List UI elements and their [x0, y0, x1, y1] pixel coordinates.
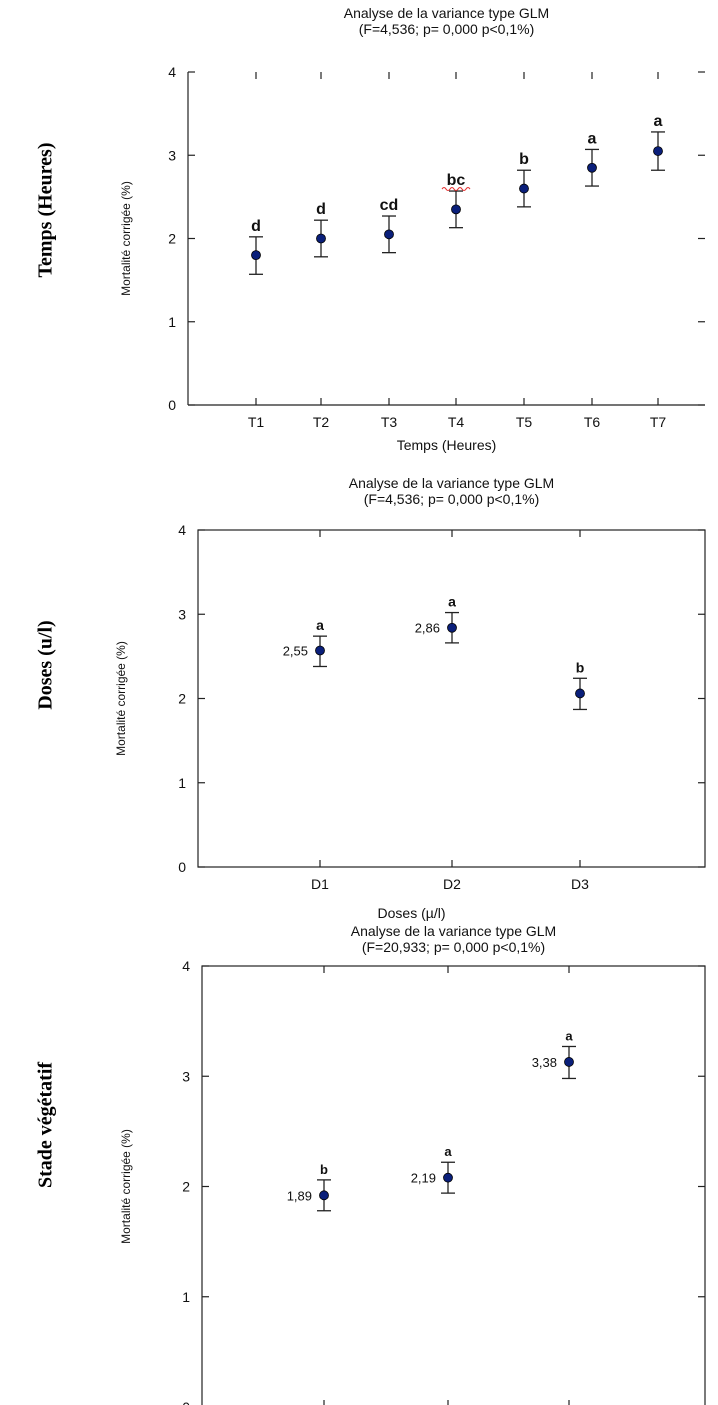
y-tick-label: 0	[168, 397, 176, 413]
chart-stade: Analyse de la variance type GLM(F=20,933…	[119, 923, 706, 1405]
plot-frame	[197, 529, 706, 868]
chart-subtitle: (F=4,536; p= 0,000 p<0,1%)	[359, 21, 535, 37]
chart-subtitle: (F=20,933; p= 0,000 p<0,1%)	[362, 939, 545, 955]
significance-letter: b	[519, 151, 529, 168]
data-label: 1,89	[287, 1188, 312, 1203]
x-tick-label: T3	[381, 414, 398, 430]
data-label: 2,19	[411, 1171, 436, 1186]
y-axis-label: Mortalité corrigée (%)	[119, 181, 133, 296]
chart-title: Analyse de la variance type GLM	[344, 5, 549, 21]
chart-title: Analyse de la variance type GLM	[349, 475, 554, 491]
data-point	[447, 622, 457, 633]
data-label: 3,38	[532, 1055, 557, 1070]
significance-letter: a	[448, 594, 456, 610]
y-tick-label: 1	[182, 1289, 190, 1305]
data-label: 2,86	[415, 621, 440, 636]
data-label: 2,55	[283, 643, 308, 658]
data-point	[587, 162, 597, 173]
plot-frame	[201, 965, 706, 1405]
data-point	[384, 229, 394, 240]
y-axis-label: Mortalité corrigée (%)	[114, 641, 128, 756]
data-point	[653, 146, 663, 156]
x-tick-label: T4	[448, 414, 465, 430]
chart-title: Analyse de la variance type GLM	[351, 923, 556, 939]
x-axis-label: Temps (Heures)	[397, 437, 497, 453]
significance-letter: a	[316, 617, 324, 633]
y-tick-label: 4	[168, 64, 176, 80]
x-axis-label: Doses (µ/l)	[378, 905, 446, 921]
y-tick-label: 3	[182, 1068, 190, 1084]
y-tick-label: 1	[168, 314, 176, 330]
data-point	[451, 204, 461, 215]
significance-letter: a	[654, 113, 663, 130]
x-tick-label: D1	[311, 876, 329, 892]
chart-doses: Analyse de la variance type GLM(F=4,536;…	[114, 475, 706, 921]
data-point	[575, 688, 585, 699]
significance-letter: d	[251, 218, 261, 235]
significance-letter: a	[565, 1028, 573, 1043]
y-tick-label: 0	[178, 859, 186, 875]
x-tick-label: T2	[313, 414, 330, 430]
x-tick-label: D2	[443, 876, 461, 892]
data-point	[315, 645, 325, 656]
x-tick-label: T5	[516, 414, 533, 430]
chart-temps: Analyse de la variance type GLM(F=4,536;…	[119, 5, 705, 453]
y-tick-label: 3	[178, 606, 186, 622]
x-tick-label: D3	[571, 876, 589, 892]
y-axis-label: Mortalité corrigée (%)	[119, 1129, 133, 1244]
data-point	[319, 1190, 329, 1201]
significance-letter: cd	[380, 197, 399, 214]
data-point	[251, 250, 261, 261]
significance-letter: d	[316, 201, 326, 218]
significance-letter: bc	[447, 172, 466, 189]
y-tick-label: 4	[182, 958, 190, 974]
x-tick-label: T6	[584, 414, 601, 430]
y-tick-label: 2	[182, 1179, 190, 1195]
significance-letter: b	[320, 1162, 328, 1177]
significance-letter: b	[576, 659, 585, 675]
y-tick-label: 1	[178, 775, 186, 791]
x-tick-label: T1	[248, 414, 265, 430]
chart-subtitle: (F=4,536; p= 0,000 p<0,1%)	[364, 491, 540, 507]
y-tick-label: 2	[168, 231, 176, 247]
y-tick-label: 4	[178, 522, 186, 538]
y-tick-label: 2	[178, 691, 186, 707]
y-tick-label: 0	[182, 1399, 190, 1405]
data-point	[316, 233, 326, 244]
data-point	[519, 183, 529, 194]
y-tick-label: 3	[168, 147, 176, 163]
data-point	[564, 1057, 574, 1067]
data-point	[443, 1172, 453, 1183]
spellcheck-underline	[441, 187, 471, 192]
significance-letter: a	[444, 1144, 452, 1159]
x-tick-label: T7	[650, 414, 667, 430]
significance-letter: a	[588, 130, 597, 147]
